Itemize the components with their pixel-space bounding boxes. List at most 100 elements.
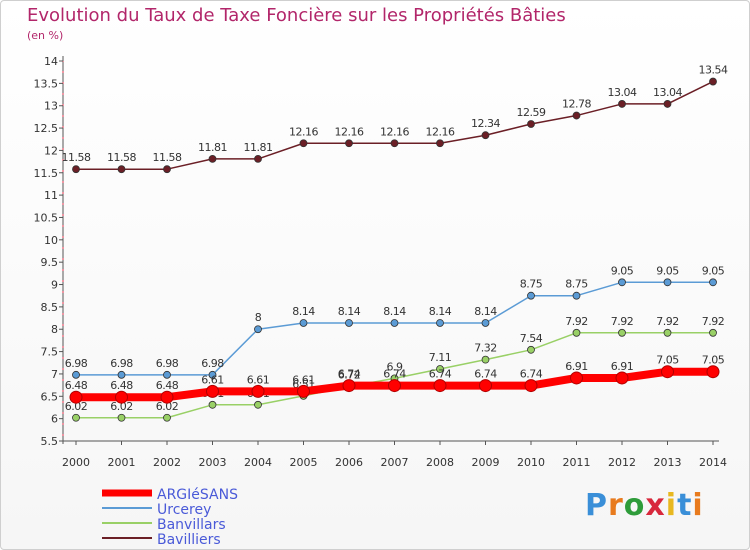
data-point bbox=[208, 400, 217, 409]
data-point bbox=[572, 328, 581, 337]
data-point bbox=[388, 379, 401, 393]
data-label: 6.74 bbox=[520, 368, 543, 381]
data-point bbox=[117, 370, 126, 379]
data-point bbox=[206, 384, 219, 398]
data-point bbox=[618, 278, 626, 287]
data-point bbox=[572, 291, 581, 300]
data-label: 7.54 bbox=[520, 332, 543, 345]
data-label: 6.74 bbox=[338, 368, 361, 381]
data-point bbox=[72, 370, 80, 379]
data-label: 8.75 bbox=[565, 278, 588, 291]
data-point bbox=[345, 319, 353, 327]
y-tick-label: 10 bbox=[44, 234, 58, 247]
data-label: 12.16 bbox=[426, 125, 455, 138]
data-label: 6.91 bbox=[565, 360, 588, 373]
x-tick-label: 2007 bbox=[381, 456, 409, 469]
data-label: 11.58 bbox=[62, 151, 91, 164]
y-tick-label: 9 bbox=[51, 279, 58, 292]
data-label: 8.14 bbox=[429, 305, 452, 318]
y-tick-label: 11 bbox=[44, 189, 58, 202]
data-label: 6.61 bbox=[201, 373, 224, 386]
logo-letter: i bbox=[665, 488, 678, 523]
x-tick-label: 2010 bbox=[517, 456, 545, 469]
data-label: 8.14 bbox=[474, 305, 497, 318]
data-point bbox=[709, 77, 717, 86]
y-tick-label: 8 bbox=[51, 323, 58, 336]
data-label: 8.14 bbox=[338, 305, 361, 318]
data-label: 6.61 bbox=[292, 373, 315, 386]
data-label: 13.04 bbox=[653, 86, 682, 99]
data-point bbox=[254, 325, 262, 334]
data-label: 8.75 bbox=[520, 278, 543, 291]
data-label: 6.74 bbox=[429, 368, 452, 381]
data-point bbox=[72, 413, 80, 422]
data-label: 8 bbox=[255, 311, 262, 324]
data-label: 6.98 bbox=[201, 357, 224, 370]
data-point bbox=[163, 413, 171, 422]
data-point bbox=[72, 165, 80, 174]
data-label: 6.02 bbox=[110, 400, 133, 413]
y-tick-label: 8.5 bbox=[41, 301, 59, 314]
y-tick-label: 14 bbox=[44, 55, 58, 68]
data-label: 9.05 bbox=[611, 264, 634, 277]
data-label: 7.05 bbox=[702, 354, 725, 367]
data-point bbox=[481, 131, 490, 140]
data-label: 7.32 bbox=[474, 342, 497, 355]
data-point bbox=[481, 319, 490, 327]
data-point bbox=[706, 365, 720, 379]
x-tick-label: 2013 bbox=[654, 456, 682, 469]
series-urcerey: 6.98 6.98 6.98 6.98 8 8.14 8.14 8.14 8.14 8.14 8.7… bbox=[65, 264, 725, 379]
data-point bbox=[117, 165, 126, 174]
data-point bbox=[254, 155, 262, 163]
data-label: 7.92 bbox=[611, 315, 634, 328]
data-point bbox=[618, 328, 626, 337]
data-label: 12.78 bbox=[562, 98, 591, 111]
data-label: 9.05 bbox=[702, 264, 725, 277]
data-point bbox=[163, 370, 171, 379]
data-label: 6.61 bbox=[247, 373, 270, 386]
data-point bbox=[69, 390, 83, 404]
data-point bbox=[436, 365, 444, 373]
data-point bbox=[390, 319, 399, 327]
data-label: 7.11 bbox=[429, 351, 452, 364]
series-bavilliers: 11.58 11.58 11.58 11.81 11.81 12.16 12.16 12.16… bbox=[62, 64, 728, 174]
x-tick-label: 2006 bbox=[335, 456, 363, 469]
logo-letter: t bbox=[677, 488, 693, 523]
data-point bbox=[436, 319, 444, 327]
data-label: 12.59 bbox=[517, 106, 546, 119]
data-label: 8.14 bbox=[292, 305, 315, 318]
data-point bbox=[663, 328, 672, 337]
data-point bbox=[570, 371, 583, 385]
data-point bbox=[254, 400, 262, 409]
data-label: 7.05 bbox=[656, 354, 679, 367]
data-label: 6.98 bbox=[110, 357, 133, 370]
data-label: 12.16 bbox=[335, 125, 364, 138]
data-point bbox=[251, 384, 265, 398]
data-point bbox=[208, 370, 217, 379]
data-point bbox=[479, 379, 492, 393]
data-label: 6.91 bbox=[611, 360, 634, 373]
data-label: 11.58 bbox=[107, 151, 136, 164]
data-label: 11.58 bbox=[153, 151, 182, 164]
x-tick-label: 2001 bbox=[108, 456, 136, 469]
x-tick-label: 2004 bbox=[244, 456, 272, 469]
chart-title: Evolution du Taux de Taxe Foncière sur l… bbox=[27, 5, 566, 26]
data-label: 11.81 bbox=[244, 141, 273, 154]
y-tick-label: 13 bbox=[44, 100, 58, 113]
logo-letter: x bbox=[645, 488, 666, 523]
x-tick-label: 2005 bbox=[290, 456, 318, 469]
data-label: 11.81 bbox=[198, 141, 227, 154]
data-point bbox=[527, 120, 535, 128]
data-label: 12.16 bbox=[380, 125, 409, 138]
x-tick-label: 2011 bbox=[563, 456, 591, 469]
data-point bbox=[663, 278, 672, 287]
x-tick-label: 2012 bbox=[608, 456, 636, 469]
x-tick-label: 2008 bbox=[426, 456, 454, 469]
data-label: 6.72 bbox=[338, 368, 361, 381]
data-point bbox=[709, 278, 717, 287]
y-tick-label: 7 bbox=[51, 368, 58, 381]
data-point bbox=[527, 345, 535, 354]
